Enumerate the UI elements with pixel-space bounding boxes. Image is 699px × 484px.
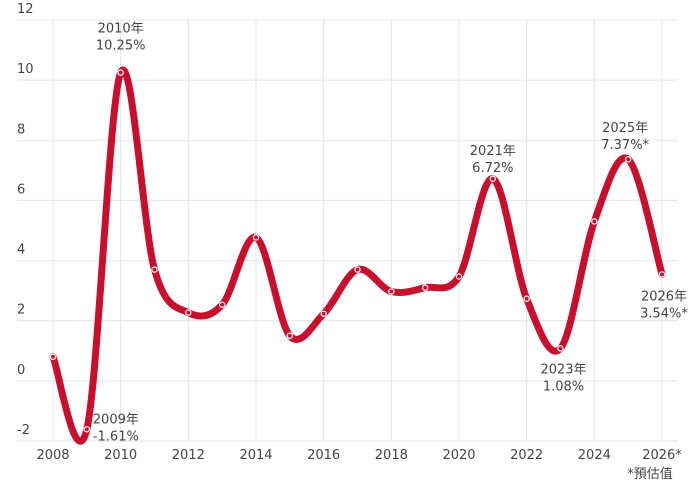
x-tick-label: 2014	[239, 448, 272, 463]
data-point	[489, 175, 497, 182]
grid	[17, 19, 678, 442]
data-point	[591, 218, 598, 225]
data-point	[388, 288, 395, 295]
y-axis-ticks: -2 0 2 4 6 8 10 12	[17, 2, 34, 438]
data-point	[83, 426, 91, 433]
data-point	[455, 273, 463, 280]
data-point	[117, 69, 124, 76]
x-tick-label: 2020	[442, 448, 475, 463]
annotation-value: 7.37%*	[601, 138, 649, 153]
annotation-value: 1.08%	[543, 379, 584, 394]
y-tick-label: 6	[17, 182, 25, 197]
x-axis-ticks: 2008 2010 2012 2014 2016 2018 2020 2022 2024 2026…	[36, 448, 682, 463]
x-tick-label: 2016	[307, 448, 340, 463]
annotation-year: 2009年	[93, 412, 139, 427]
data-point	[320, 310, 327, 317]
annotation-year: 2025年	[602, 121, 648, 136]
data-point	[252, 234, 260, 241]
y-tick-label: 8	[17, 122, 25, 137]
y-tick-label: -2	[17, 423, 30, 438]
data-point	[49, 353, 57, 360]
data-point	[185, 309, 192, 316]
y-tick-label: 2	[17, 303, 25, 318]
annotation-year: 2026年	[641, 289, 687, 304]
annotations: 2009年 -1.61% 2010年 10.25% 2021年 6.72% 2023年 1.0…	[93, 22, 689, 445]
data-point	[557, 345, 564, 352]
data-point	[151, 266, 158, 273]
annotation-year: 2023年	[540, 362, 586, 377]
annotation-year: 2021年	[470, 144, 516, 159]
annotation-value: 10.25%	[96, 39, 146, 54]
x-tick-label: 2010	[104, 448, 137, 463]
data-point	[624, 156, 632, 163]
data-point	[658, 271, 666, 278]
annotation-value: 6.72%	[472, 161, 513, 176]
data-point	[421, 284, 429, 291]
y-tick-label: 4	[17, 243, 25, 258]
data-point	[523, 295, 530, 302]
x-tick-label: 2012	[172, 448, 205, 463]
y-tick-label: 0	[17, 363, 25, 378]
x-tick-label: 2018	[375, 448, 408, 463]
data-points	[49, 69, 666, 433]
annotation-value: 3.54%*	[640, 306, 688, 321]
x-tick-label: 2022	[510, 448, 543, 463]
annotation-value: -1.61%	[93, 429, 139, 444]
data-point	[354, 266, 361, 273]
y-tick-label: 12	[17, 2, 34, 17]
x-tick-label: 2026*	[642, 448, 682, 463]
y-tick-label: 10	[17, 62, 34, 77]
footnote: *預估值	[627, 466, 673, 480]
annotation-year: 2010年	[98, 22, 144, 37]
x-tick-label: 2008	[36, 448, 69, 463]
data-point	[218, 301, 226, 308]
x-tick-label: 2024	[578, 448, 611, 463]
data-point	[286, 332, 294, 339]
